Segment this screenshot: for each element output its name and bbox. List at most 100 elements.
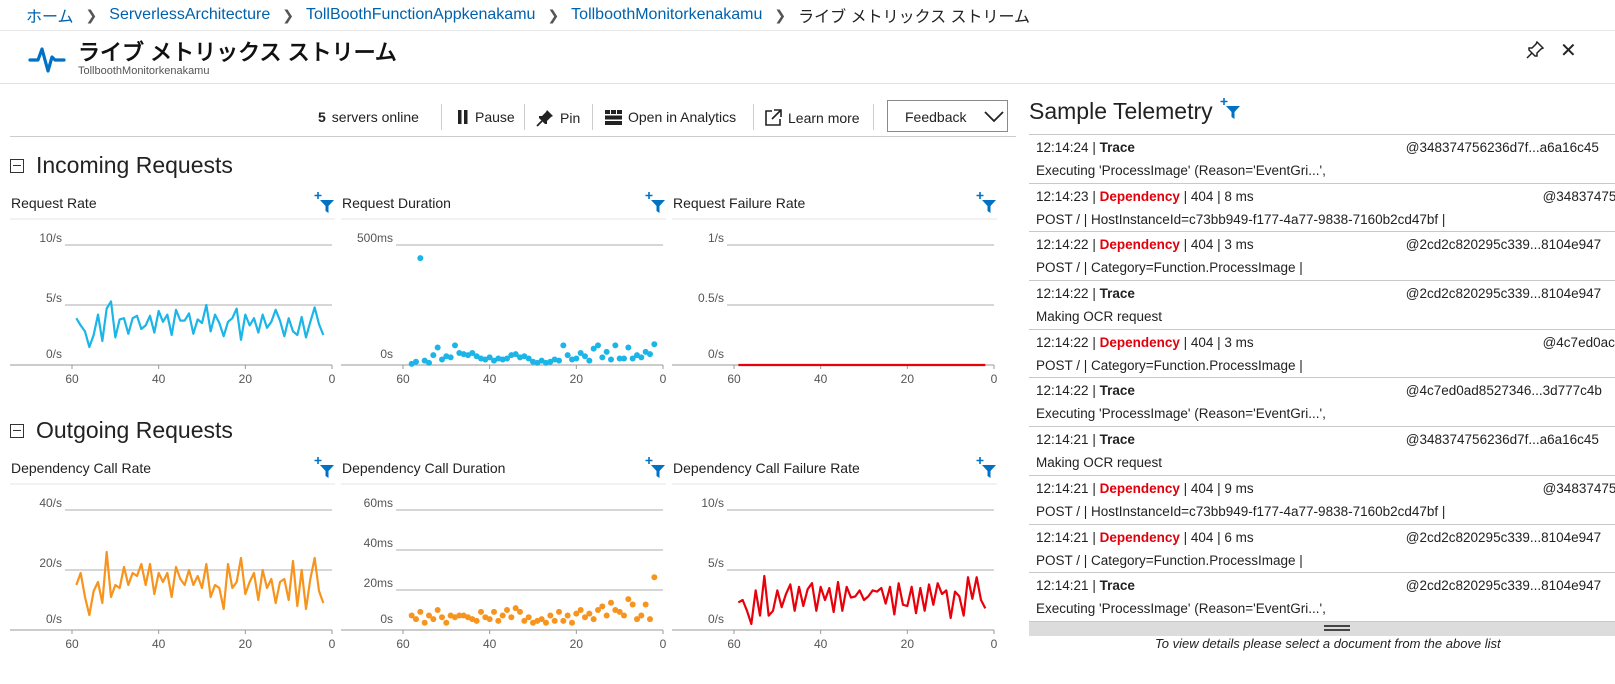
y-tick-label: 20/s [39,556,62,570]
data-point [647,351,653,358]
data-point [413,616,419,623]
chart-title: Request Rate [11,195,97,211]
data-point [573,355,580,362]
breadcrumb-function-app[interactable]: TollBoothFunctionAppkenakamu [305,6,536,23]
data-point [573,610,580,617]
splitter-handle[interactable] [1029,621,1615,636]
telemetry-meta: | 404 | 6 ms [1179,529,1254,545]
add-filter-icon[interactable] [644,192,666,219]
x-tick-label: 20 [570,372,584,386]
pause-button[interactable]: Pause [457,109,515,125]
chart-plot: 10/s 5/s 0/s60 40 20 0 [672,483,997,651]
data-point [564,612,571,619]
telemetry-summary: 12:14:22 | Trace [1036,383,1135,399]
telemetry-time: 12:14:24 [1036,140,1089,155]
data-point [599,354,606,361]
telemetry-meta: | 404 | 3 ms [1179,334,1254,350]
toolbar-divider [873,104,874,130]
y-tick-label: 20ms [364,576,393,590]
telemetry-row[interactable]: 12:14:22 | Dependency | 404 | 3 ms @2cd2c… [1029,231,1615,280]
telemetry-detail: Executing 'ProcessImage' (Reason='EventG… [1036,601,1326,617]
breadcrumb-resource-group[interactable]: ServerlessArchitecture [109,6,271,23]
data-point [595,607,601,613]
data-point [508,614,515,621]
data-point [486,616,493,623]
data-point [434,607,441,613]
telemetry-row[interactable]: 12:14:21 | Dependency | 404 | 6 ms @2cd2c… [1029,523,1615,573]
data-point [556,357,562,364]
live-metrics-icon [28,47,66,73]
incoming-requests-header[interactable]: Incoming Requests [10,152,233,179]
close-icon[interactable]: ✕ [1560,40,1577,62]
telemetry-row[interactable]: 12:14:23 | Dependency | 404 | 8 ms @34837… [1029,182,1615,232]
data-point [599,603,606,610]
y-tick-label: 0/s [708,612,724,626]
add-filter-icon[interactable] [975,192,997,219]
pin-button[interactable]: Pin [536,109,580,127]
breadcrumb-home[interactable]: ホーム [26,9,74,26]
x-tick-label: 60 [727,637,741,651]
telemetry-operation-id: @2cd2c820295c339...8104e947 [1405,286,1602,302]
telemetry-row[interactable]: 12:14:22 | Trace @2cd2c820295c339...8104e… [1029,280,1615,329]
servers-count: 5 [318,109,326,125]
y-tick-label: 0/s [708,347,724,361]
telemetry-list: 12:14:24 | Trace @348374756236d7f...a6a16… [1029,134,1615,621]
data-point [560,617,567,624]
y-tick-label: 0s [380,612,393,626]
outgoing-requests-title: Outgoing Requests [36,417,233,443]
telemetry-row[interactable]: 12:14:24 | Trace @348374756236d7f...a6a16… [1029,134,1615,183]
sample-telemetry-title: Sample Telemetry [1029,98,1213,124]
collapse-icon[interactable] [10,423,24,438]
telemetry-detail: Executing 'ProcessImage' (Reason='EventG… [1036,163,1326,178]
telemetry-time: 12:14:21 [1036,529,1089,545]
telemetry-summary: 12:14:21 | Dependency | 404 | 6 ms [1036,529,1254,545]
open-in-analytics-button[interactable]: Open in Analytics [605,109,736,125]
telemetry-detail: Making OCR request [1036,309,1163,325]
telemetry-row[interactable]: 12:14:21 | Trace @2cd2c820295c339...8104e… [1029,572,1615,621]
data-point [512,605,519,612]
telemetry-row[interactable]: 12:14:21 | Dependency | 404 | 9 ms @34837… [1029,474,1615,524]
data-point [456,612,463,619]
add-filter-icon[interactable] [313,457,335,484]
page-subtitle: TollboothMonitorkenakamu [78,65,210,77]
chevron-right-icon: ❯ [282,6,294,23]
data-point [638,354,645,361]
telemetry-time: 12:14:21 [1036,480,1089,496]
series-line [75,300,325,349]
collapse-icon[interactable] [10,158,24,173]
outgoing-requests-header[interactable]: Outgoing Requests [10,417,233,444]
analytics-icon [605,109,622,125]
add-filter-icon[interactable] [644,457,666,484]
telemetry-operation-id: @34837475 [1542,188,1615,204]
data-point [504,355,510,362]
data-point [616,355,623,362]
chevron-down-icon [984,111,1004,123]
data-point [577,350,584,356]
sample-telemetry-panel: Sample Telemetry 12:14:24 | Trace @348374… [1029,90,1615,684]
telemetry-row[interactable]: 12:14:22 | Trace @4c7ed0ad8527346...3d777… [1029,377,1615,426]
telemetry-time: 12:14:21 [1036,578,1089,594]
data-point [439,614,445,621]
telemetry-detail: POST / | HostInstanceId=c73bb949-f177-4a… [1036,503,1446,519]
telemetry-type: Dependency [1099,237,1180,253]
telemetry-type: Dependency [1099,480,1180,496]
telemetry-operation-id: @34837475 [1542,480,1615,496]
toolbar-divider [592,104,593,130]
telemetry-row[interactable]: 12:14:22 | Dependency | 404 | 3 ms @4c7ed… [1029,328,1615,378]
pin-icon[interactable] [1526,40,1545,64]
data-point [413,358,419,365]
learn-more-link[interactable]: Learn more [764,109,860,127]
add-filter-icon[interactable] [975,457,997,484]
telemetry-operation-id: @4c7ed0ac [1542,334,1615,350]
data-point [499,612,506,619]
telemetry-time: 12:14:22 [1036,334,1089,350]
telemetry-row[interactable]: 12:14:21 | Trace @348374756236d7f...a6a16… [1029,426,1615,475]
breadcrumb-monitor[interactable]: TollboothMonitorkenakamu [571,6,763,23]
y-tick-label: 10/s [701,496,724,510]
telemetry-operation-id: @2cd2c820295c339...8104e947 [1405,529,1602,545]
add-filter-icon[interactable] [313,192,335,219]
add-filter-icon[interactable] [1219,98,1241,125]
feedback-dropdown[interactable]: Feedback [887,100,1008,132]
learn-more-label: Learn more [788,110,860,126]
